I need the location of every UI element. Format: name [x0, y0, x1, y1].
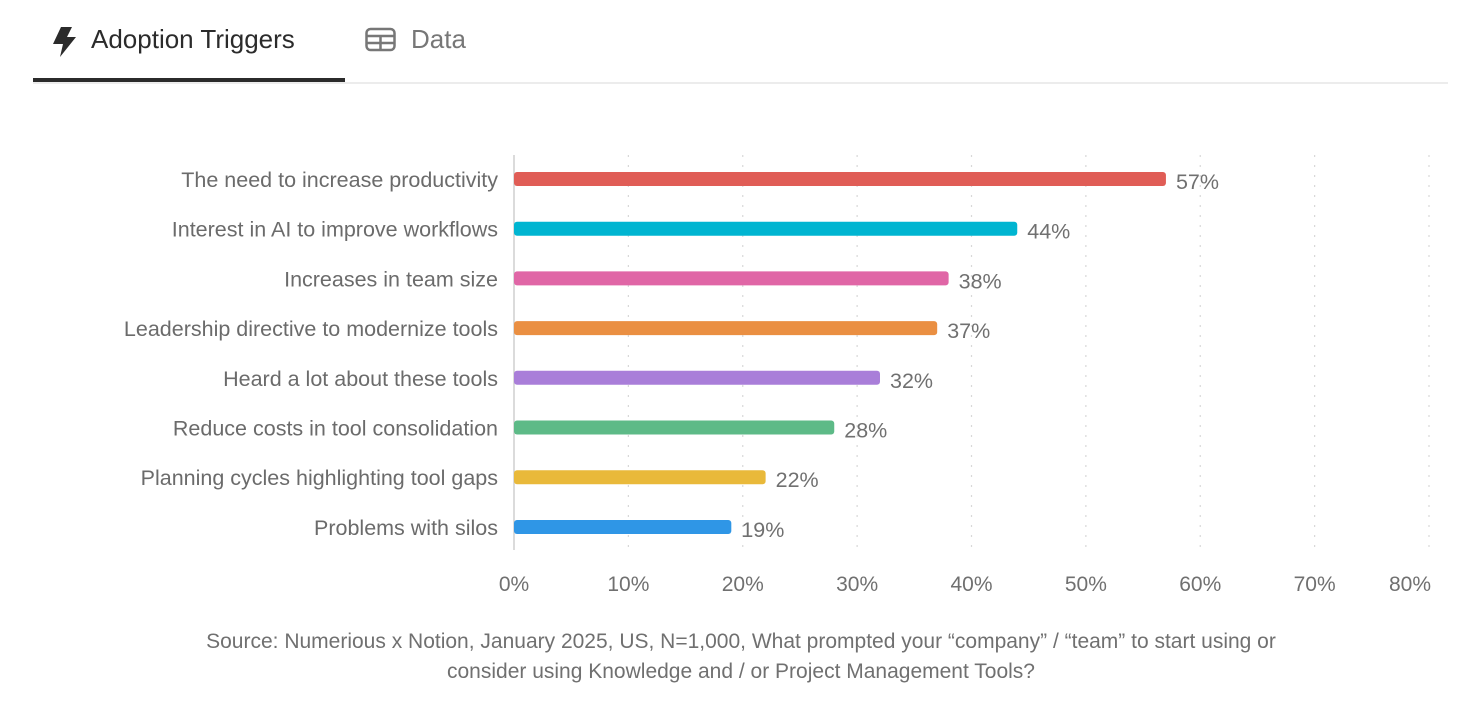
data-label: 19% — [741, 518, 784, 542]
x-tick-label: 60% — [1179, 573, 1221, 596]
category-label: Interest in AI to improve workflows — [172, 218, 498, 242]
tab-label: Adoption Triggers — [91, 24, 295, 54]
x-tick-label: 80% — [1389, 573, 1431, 596]
tab-label: Data — [411, 24, 466, 54]
bar-chart: 0% 10% 20% 30% 40% 50% 60% 70% 80% The need to in… — [124, 155, 1431, 596]
x-tick-label: 50% — [1065, 573, 1107, 596]
source-line-1: Source: Numerious x Notion, January 2025… — [206, 630, 1276, 653]
bar — [514, 470, 766, 485]
data-label: 44% — [1027, 220, 1070, 244]
category-label: Problems with silos — [314, 516, 498, 540]
category-label: Leadership directive to modernize tools — [124, 317, 498, 341]
bar — [514, 172, 1166, 186]
bar — [514, 271, 949, 286]
data-label: 38% — [959, 269, 1002, 293]
source-line-2: consider using Knowledge and / or Projec… — [447, 660, 1035, 683]
x-tick-label: 70% — [1294, 573, 1336, 596]
tab-bar: Adoption Triggers Data — [33, 0, 1448, 84]
data-label: 32% — [890, 369, 933, 393]
category-label: Heard a lot about these tools — [223, 367, 498, 391]
category-label: Reduce costs in tool consolidation — [173, 417, 498, 441]
x-tick-label: 10% — [607, 573, 649, 596]
data-label: 28% — [844, 419, 887, 443]
table-icon — [365, 27, 396, 52]
x-tick-label: 30% — [836, 573, 878, 596]
data-label: 37% — [947, 319, 990, 343]
bar — [514, 420, 835, 435]
bar — [514, 520, 732, 534]
bar — [514, 370, 880, 385]
x-tick-label: 0% — [499, 573, 529, 596]
bar — [514, 321, 938, 336]
data-label: 22% — [776, 468, 819, 492]
tab-data[interactable]: Data — [365, 24, 466, 82]
category-label: The need to increase productivity — [181, 168, 498, 192]
tab-adoption-triggers[interactable]: Adoption Triggers — [33, 24, 345, 82]
category-label: Increases in team size — [284, 267, 498, 291]
category-label: Planning cycles highlighting tool gaps — [141, 466, 498, 490]
lightning-icon — [53, 27, 76, 57]
x-tick-label: 40% — [950, 573, 992, 596]
x-tick-label: 20% — [722, 573, 764, 596]
bar — [514, 221, 1018, 236]
source-note: Source: Numerious x Notion, January 2025… — [0, 627, 1482, 687]
data-label: 57% — [1176, 170, 1219, 194]
